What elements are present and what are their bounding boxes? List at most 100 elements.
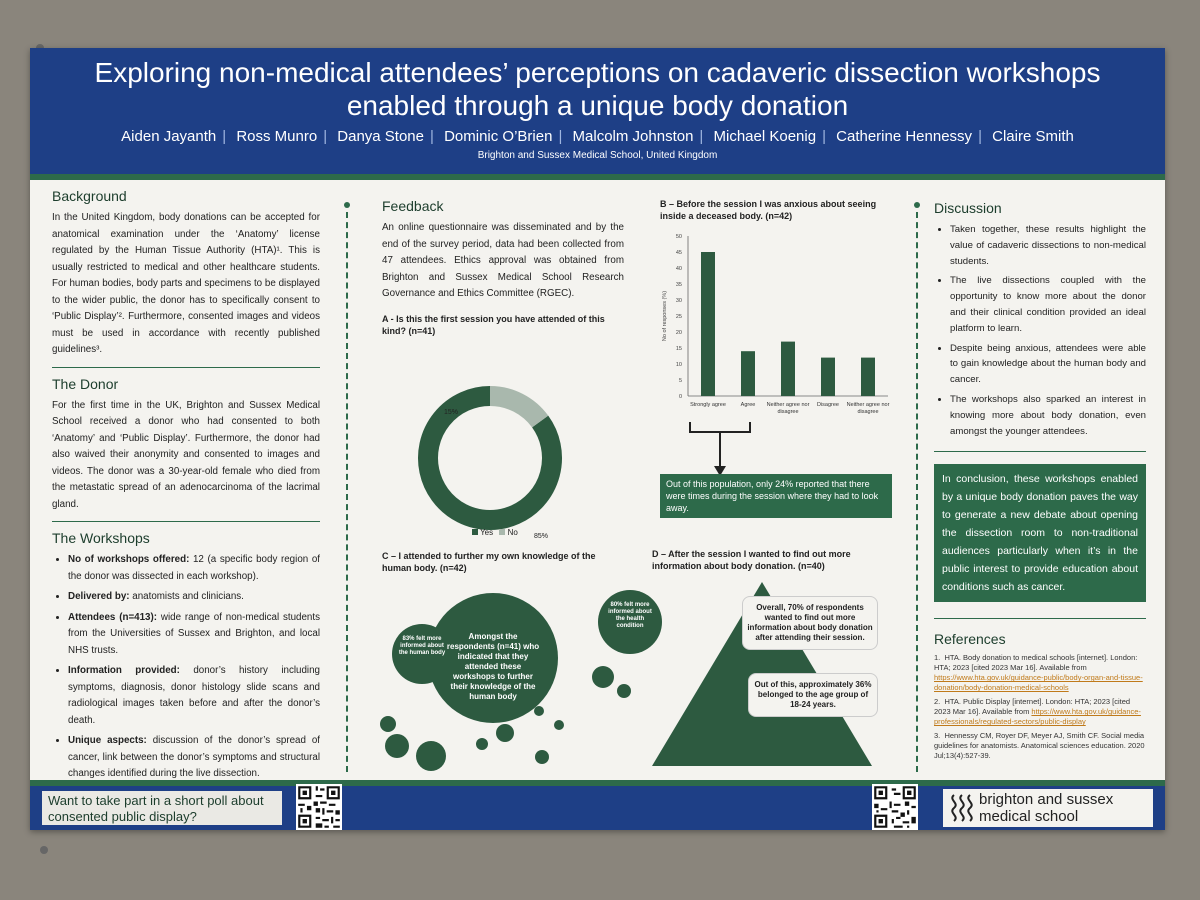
chart-b-note: Out of this population, only 24% reporte… — [660, 474, 892, 518]
chart-a-donut: 85% 15% — [418, 386, 562, 540]
author: Michael Koenig — [713, 128, 817, 145]
reference-item: 1. HTA. Body donation to medical schools… — [934, 653, 1143, 693]
divider-dot — [914, 202, 920, 208]
reference-link[interactable]: https://www.hta.gov.uk/guidance-professi… — [934, 707, 1141, 727]
reference-link[interactable]: https://www.hta.gov.uk/guidance-public/b… — [934, 673, 1143, 693]
donut-label-yes: 85% — [534, 533, 548, 540]
divider-dot — [344, 202, 350, 208]
section-c-title: C – I attended to further my own knowled… — [382, 551, 596, 573]
donut-slice-yes — [418, 386, 562, 530]
poll-prompt: Want to take part in a short poll about … — [42, 791, 282, 825]
y-tick-label: 0 — [679, 394, 682, 400]
y-tick-label: 15 — [676, 346, 682, 352]
y-axis-label: No of responses (%) — [662, 291, 668, 341]
title-line-1: Exploring non-medical attendees’ percept… — [94, 57, 1101, 88]
bsms-logo-mark — [951, 794, 973, 822]
donut-slice-no — [489, 386, 549, 428]
donor-heading: The Donor — [52, 375, 119, 392]
list-item: The live dissections coupled with the op… — [950, 273, 1146, 336]
reference-item: 2. HTA. Public Display [internet]. Londo… — [934, 697, 1141, 727]
chart-a-legend: Yes No — [472, 528, 518, 537]
y-tick-label: 25 — [676, 314, 682, 320]
poll-qr-code[interactable] — [296, 784, 342, 830]
donut-label-no: 15% — [444, 409, 458, 416]
x-tick-label: Strongly agree — [690, 402, 726, 408]
bsms-logo: brighton and sussex medical school — [943, 789, 1153, 827]
chart-a-title: A - Is this the first session you have a… — [382, 313, 605, 336]
chart-b-bar-chart: 0 5 10 15 20 25 30 35 40 45 50 No of responses (%) S… — [662, 234, 890, 415]
donor-text: For the first time in the UK, Brighton a… — [52, 399, 320, 510]
references-heading: References — [934, 631, 1006, 648]
list-item: Despite being anxious, attendees were ab… — [950, 341, 1146, 388]
y-tick-label: 50 — [676, 234, 682, 240]
poster: Exploring non-medical attendees’ percept… — [30, 48, 1165, 830]
bsms-logo-text: brighton and sussex medical school — [979, 791, 1114, 825]
divider — [52, 366, 320, 368]
author: Aiden Jayanth — [121, 128, 217, 145]
x-tick-label: Agree — [741, 402, 756, 408]
bar — [821, 357, 835, 396]
background-text: In the United Kingdom, body donations ca… — [52, 212, 320, 355]
right-column: Discussion Taken together, these results… — [934, 188, 1146, 765]
author: Malcolm Johnston — [572, 128, 694, 145]
y-tick-label: 5 — [679, 378, 682, 384]
section-c-left-bubble: 83% felt more informed about the human b… — [398, 636, 446, 656]
x-tick-label: Neither agree nor — [767, 402, 810, 408]
bar — [861, 357, 875, 396]
bar — [781, 341, 795, 396]
author: Claire Smith — [992, 128, 1074, 145]
y-tick-label: 20 — [676, 330, 682, 336]
list-item: Taken together, these results highlight … — [950, 222, 1146, 269]
legend-yes: Yes — [480, 528, 494, 537]
y-tick-label: 10 — [676, 362, 682, 368]
poster-title: Exploring non-medical attendees’ percept… — [30, 56, 1165, 122]
divider — [52, 521, 320, 522]
feedback-text: An online questionnaire was disseminated… — [382, 222, 624, 299]
list-item: Attendees (n=413): wide range of non-med… — [68, 610, 320, 660]
x-tick-label: disagree — [777, 409, 798, 415]
list-item: Information provided: donor’s history in… — [68, 663, 320, 729]
bracket-arrow — [689, 422, 751, 476]
divider — [934, 451, 1146, 453]
legend-no: No — [507, 528, 518, 537]
author: Dominic O’Brien — [444, 128, 553, 145]
section-c-right-bubble: 80% felt more informed about the health … — [608, 602, 652, 629]
author: Ross Munro — [236, 128, 318, 145]
footer-qr-code[interactable] — [872, 784, 918, 830]
left-column: Background In the United Kingdom, body d… — [52, 188, 320, 787]
background-heading: Background — [52, 188, 127, 204]
y-tick-label: 35 — [676, 282, 682, 288]
feedback-column: Feedback An online questionnaire was dis… — [382, 188, 624, 337]
column-divider — [346, 212, 348, 772]
conclusion-box: In conclusion, these workshops enabled b… — [934, 464, 1146, 603]
x-tick-label: disagree — [857, 409, 878, 415]
author-list: Aiden Jayanth | Ross Munro | Danya Stone | … — [121, 128, 1074, 145]
x-tick-label: Disagree — [817, 402, 839, 408]
list-item: No of workshops offered: 12 (a specific … — [68, 552, 320, 585]
author: Catherine Hennessy — [836, 128, 973, 145]
title-line-2: enabled through a unique body donation — [346, 90, 849, 121]
list-item: The workshops also sparked an interest i… — [950, 392, 1146, 439]
list-item: Unique aspects: discussion of the donor’… — [68, 733, 320, 783]
bar — [741, 351, 755, 396]
affiliation: Brighton and Sussex Medical School, Unit… — [477, 150, 718, 161]
y-tick-label: 45 — [676, 250, 682, 256]
column-divider — [916, 212, 918, 772]
y-tick-label: 40 — [676, 266, 682, 272]
poster-footer: Want to take part in a short poll about … — [30, 780, 1165, 830]
section-d-title: D – After the session I wanted to find o… — [652, 549, 851, 571]
reference-item: 3. Hennessy CM, Royer DF, Meyer AJ, Smit… — [934, 731, 1145, 761]
bar — [701, 252, 715, 396]
section-d-box-2: Out of this, approximately 36% belonged … — [748, 673, 878, 717]
discussion-list: Taken together, these results highlight … — [934, 222, 1146, 439]
chart-b-title: B – Before the session I was anxious abo… — [660, 199, 877, 221]
y-tick-label: 30 — [676, 298, 682, 304]
author: Danya Stone — [337, 128, 424, 145]
workshops-heading: The Workshops — [52, 530, 150, 546]
list-item: Delivered by: anatomists and clinicians. — [68, 589, 320, 606]
poster-header: Exploring non-medical attendees’ percept… — [30, 48, 1165, 180]
workshops-list: No of workshops offered: 12 (a specific … — [52, 552, 320, 783]
section-c-center-bubble: Amongst the respondents (n=41) who indic… — [446, 632, 540, 701]
section-d-box-1: Overall, 70% of respondents wanted to fi… — [742, 596, 878, 650]
divider — [934, 618, 1146, 620]
